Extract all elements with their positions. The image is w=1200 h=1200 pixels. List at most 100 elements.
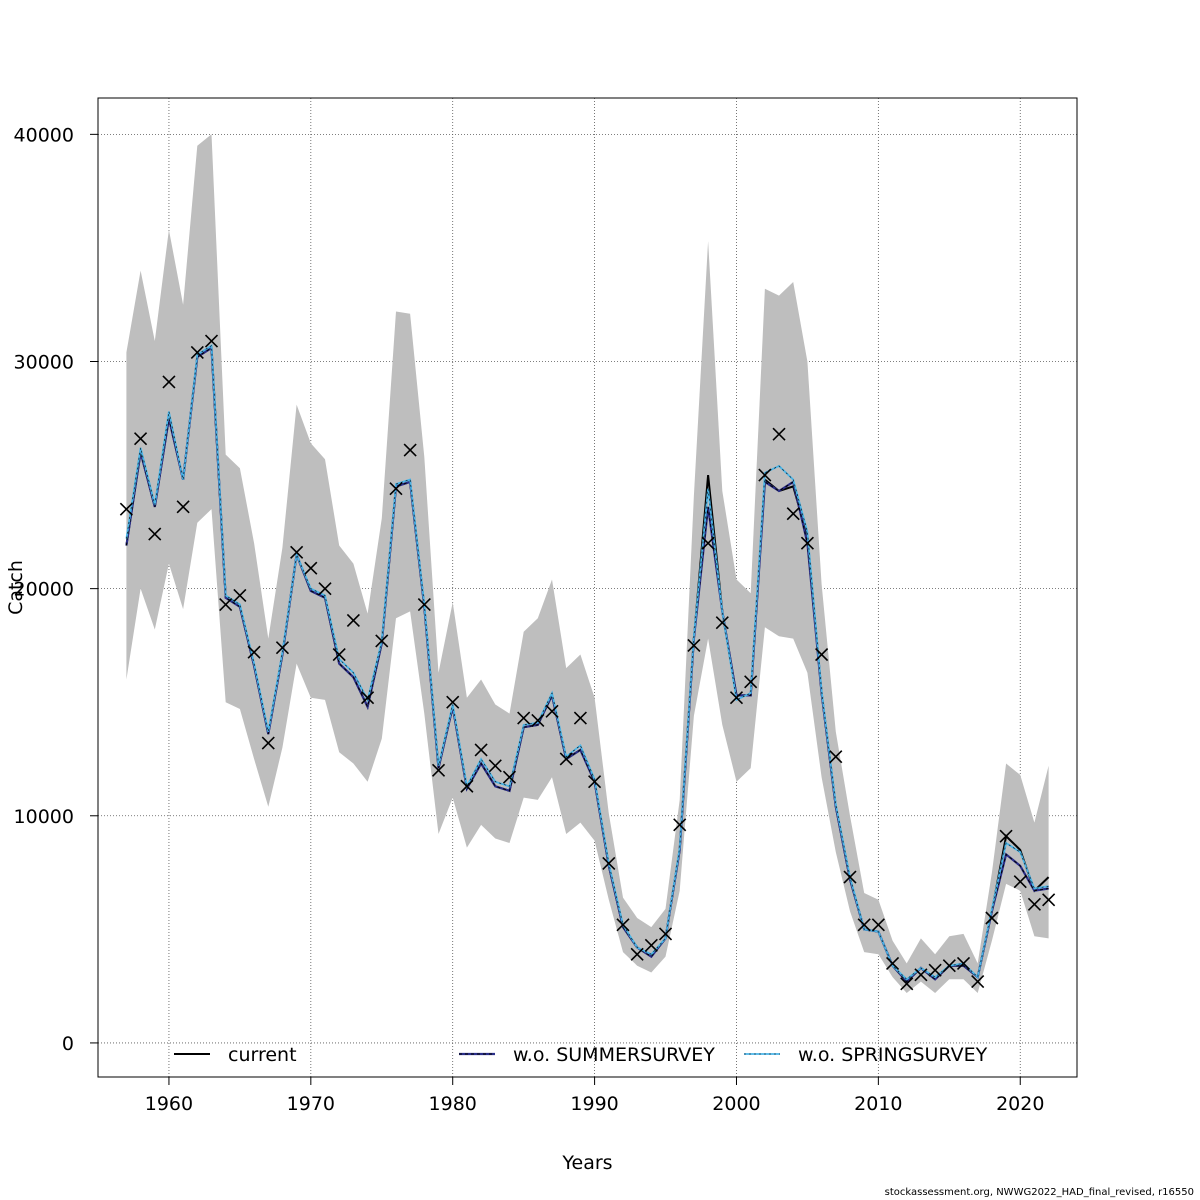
observed-point-1966 — [247, 645, 261, 659]
observed-point-1982 — [474, 743, 488, 757]
observed-point-1965 — [233, 588, 247, 603]
observed-point-stroke-b — [871, 918, 885, 932]
observed-point-stroke-b — [275, 641, 290, 655]
observed-point-1979 — [431, 763, 446, 777]
observed-point-1990 — [588, 775, 602, 789]
observed-point-2019 — [999, 829, 1013, 843]
observed-point-stroke-b — [346, 613, 360, 628]
legend-label-2: w.o. SPRINGSURVEY — [798, 1044, 988, 1066]
observed-point-2005 — [800, 536, 814, 550]
observed-point-stroke-b — [885, 956, 900, 970]
observed-point-stroke-b — [190, 345, 204, 359]
x-tick-label-2020: 2020 — [996, 1093, 1044, 1115]
observed-point-2004 — [786, 507, 800, 521]
x-tick-label-1980: 1980 — [429, 1093, 477, 1115]
observed-point-stroke-b — [162, 375, 176, 389]
observed-point-1975 — [375, 634, 389, 648]
observed-point-1983 — [488, 759, 502, 773]
observed-point-stroke-b — [971, 975, 985, 989]
observed-point-stroke-b — [644, 938, 658, 952]
observed-point-stroke-b — [375, 634, 389, 648]
y-tick-label-0: 0 — [62, 1033, 74, 1055]
observed-point-stroke-b — [389, 482, 403, 496]
observed-point-stroke-b — [658, 927, 673, 941]
observed-point-1995 — [658, 927, 673, 941]
observed-point-1967 — [261, 736, 275, 750]
observed-point-stroke-b — [588, 775, 602, 789]
observed-point-stroke-b — [517, 711, 531, 725]
observed-point-1978 — [417, 597, 431, 612]
confidence-band — [126, 134, 1049, 994]
observed-point-2006 — [815, 647, 829, 662]
x-tick-label-1990: 1990 — [570, 1093, 618, 1115]
observed-point-stroke-b — [673, 818, 687, 832]
observed-point-stroke-b — [148, 527, 162, 541]
observed-point-2002 — [758, 468, 772, 482]
observed-point-stroke-b — [219, 597, 233, 612]
observed-point-stroke-b — [261, 736, 275, 750]
observed-point-stroke-b — [531, 713, 545, 727]
y-tick-label-30000: 30000 — [14, 351, 74, 373]
x-tick-label-1960: 1960 — [145, 1093, 193, 1115]
observed-point-1960 — [162, 375, 176, 389]
observed-point-stroke-b — [1013, 875, 1027, 889]
observed-point-stroke-b — [545, 704, 559, 718]
observed-point-1991 — [602, 856, 616, 871]
observed-point-1993 — [630, 947, 644, 961]
observed-point-stroke-b — [786, 507, 800, 521]
observed-point-1964 — [219, 597, 233, 612]
observed-point-1984 — [502, 770, 517, 784]
observed-point-stroke-b — [460, 779, 474, 793]
observed-point-stroke-b — [744, 675, 758, 689]
y-axis: 0 10000 20000 30000 40000 — [14, 124, 99, 1055]
x-axis-title: Years — [561, 1152, 612, 1174]
observed-point-stroke-b — [403, 443, 417, 457]
observed-point-stroke-b — [431, 763, 446, 777]
observed-point-1973 — [346, 613, 360, 628]
observed-point-2018 — [985, 911, 999, 925]
observed-point-2021 — [1027, 897, 1042, 911]
observed-point-1988 — [559, 752, 573, 766]
observed-point-stroke-b — [900, 977, 914, 991]
observed-point-stroke-b — [204, 334, 219, 348]
observed-point-1976 — [389, 482, 403, 496]
observed-point-2009 — [857, 918, 871, 932]
observed-point-stroke-b — [1042, 893, 1056, 907]
observed-point-stroke-b — [332, 647, 346, 662]
legend: current w.o. SUMMERSURVEY w.o. SPRINGSURVE… — [174, 1044, 988, 1066]
observed-point-1959 — [148, 527, 162, 541]
x-tick-label-2010: 2010 — [854, 1093, 902, 1115]
x-axis: 1960 1970 1980 1990 2000 2010 2020 — [145, 1076, 1044, 1115]
observed-point-stroke-b — [474, 743, 488, 757]
observed-point-stroke-b — [119, 502, 133, 516]
legend-label-0: current — [228, 1044, 297, 1066]
observed-point-1977 — [403, 443, 417, 457]
footer-credit: stockassessment.org, NWWG2022_HAD_final_… — [884, 1187, 1194, 1198]
observed-point-1985 — [517, 711, 531, 725]
observed-point-stroke-b — [176, 500, 190, 514]
legend-item-1: w.o. SUMMERSURVEY — [459, 1044, 715, 1066]
observed-point-stroke-b — [573, 711, 587, 725]
observed-point-1998 — [701, 536, 715, 550]
observed-point-2022 — [1042, 893, 1056, 907]
observed-point-stroke-b — [318, 582, 332, 596]
observed-point-1981 — [460, 779, 474, 793]
observed-point-stroke-b — [233, 588, 247, 603]
series-lines — [125, 344, 1050, 984]
observed-point-1999 — [715, 616, 729, 630]
observed-point-stroke-b — [417, 597, 431, 612]
observed-point-stroke-b — [985, 911, 999, 925]
observed-point-stroke-b — [914, 968, 928, 982]
observed-point-stroke-b — [942, 959, 956, 973]
observed-point-stroke-b — [247, 645, 261, 659]
observed-point-2003 — [772, 427, 786, 441]
observed-point-1962 — [190, 345, 204, 359]
observed-point-stroke-b — [304, 561, 318, 575]
observed-point-2016 — [956, 956, 971, 970]
observed-point-1957 — [119, 502, 133, 516]
observed-point-stroke-b — [559, 752, 573, 766]
observed-point-stroke-b — [857, 918, 871, 932]
observed-point-1997 — [687, 638, 701, 652]
observed-point-2010 — [871, 918, 885, 932]
observed-point-1992 — [616, 918, 630, 932]
